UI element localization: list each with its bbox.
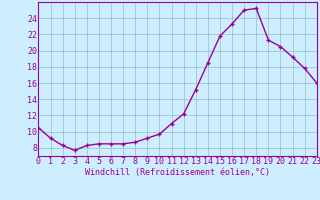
X-axis label: Windchill (Refroidissement éolien,°C): Windchill (Refroidissement éolien,°C) <box>85 168 270 177</box>
